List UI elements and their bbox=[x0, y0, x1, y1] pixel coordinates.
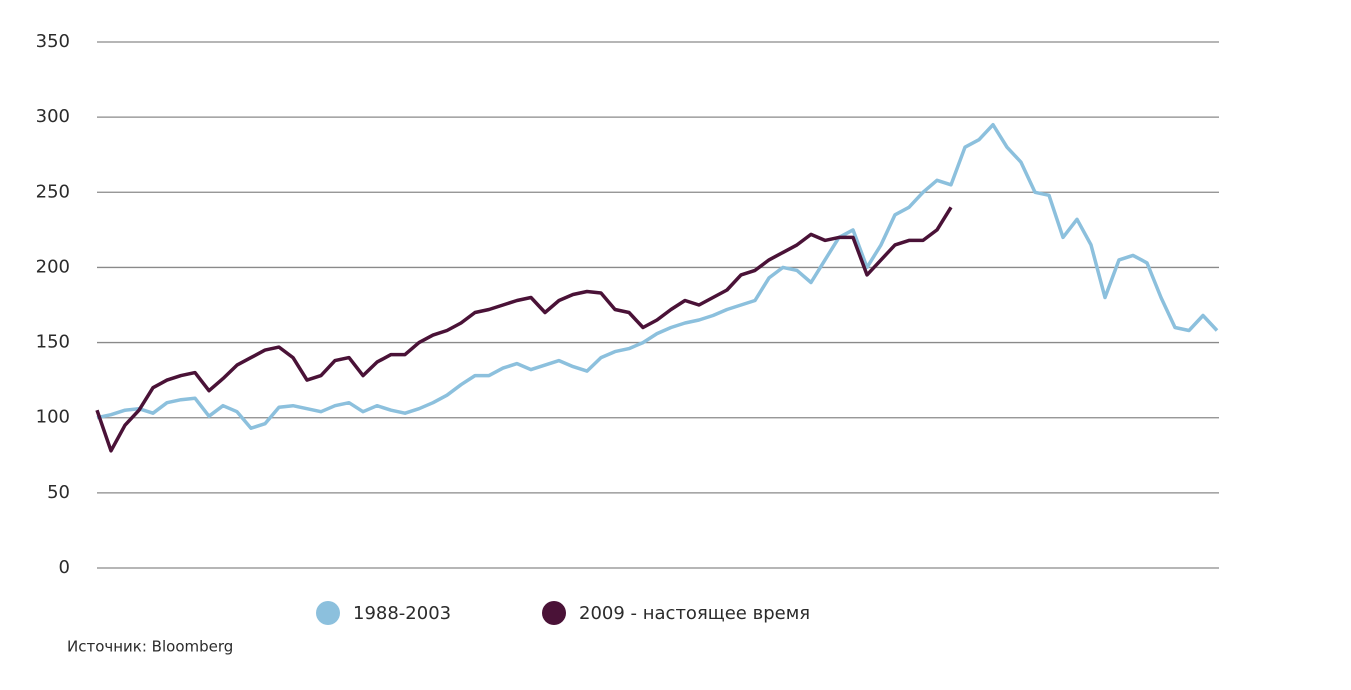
source-note: Источник: Bloomberg bbox=[67, 638, 233, 656]
legend-marker bbox=[542, 601, 566, 625]
y-tick-label: 250 bbox=[36, 181, 70, 202]
y-tick-label: 100 bbox=[36, 407, 70, 428]
legend-label: 2009 - настоящее время bbox=[579, 603, 810, 624]
series-line bbox=[96, 122, 1219, 430]
y-tick-label: 300 bbox=[36, 106, 70, 127]
y-tick-label: 0 bbox=[59, 557, 70, 578]
y-tick-label: 350 bbox=[36, 31, 70, 52]
y-tick-label: 50 bbox=[47, 482, 70, 503]
y-tick-label: 200 bbox=[36, 256, 70, 277]
legend-marker bbox=[316, 601, 340, 625]
y-tick-label: 150 bbox=[36, 332, 70, 353]
legend-label: 1988-2003 bbox=[353, 603, 451, 624]
series-line bbox=[95, 206, 953, 453]
